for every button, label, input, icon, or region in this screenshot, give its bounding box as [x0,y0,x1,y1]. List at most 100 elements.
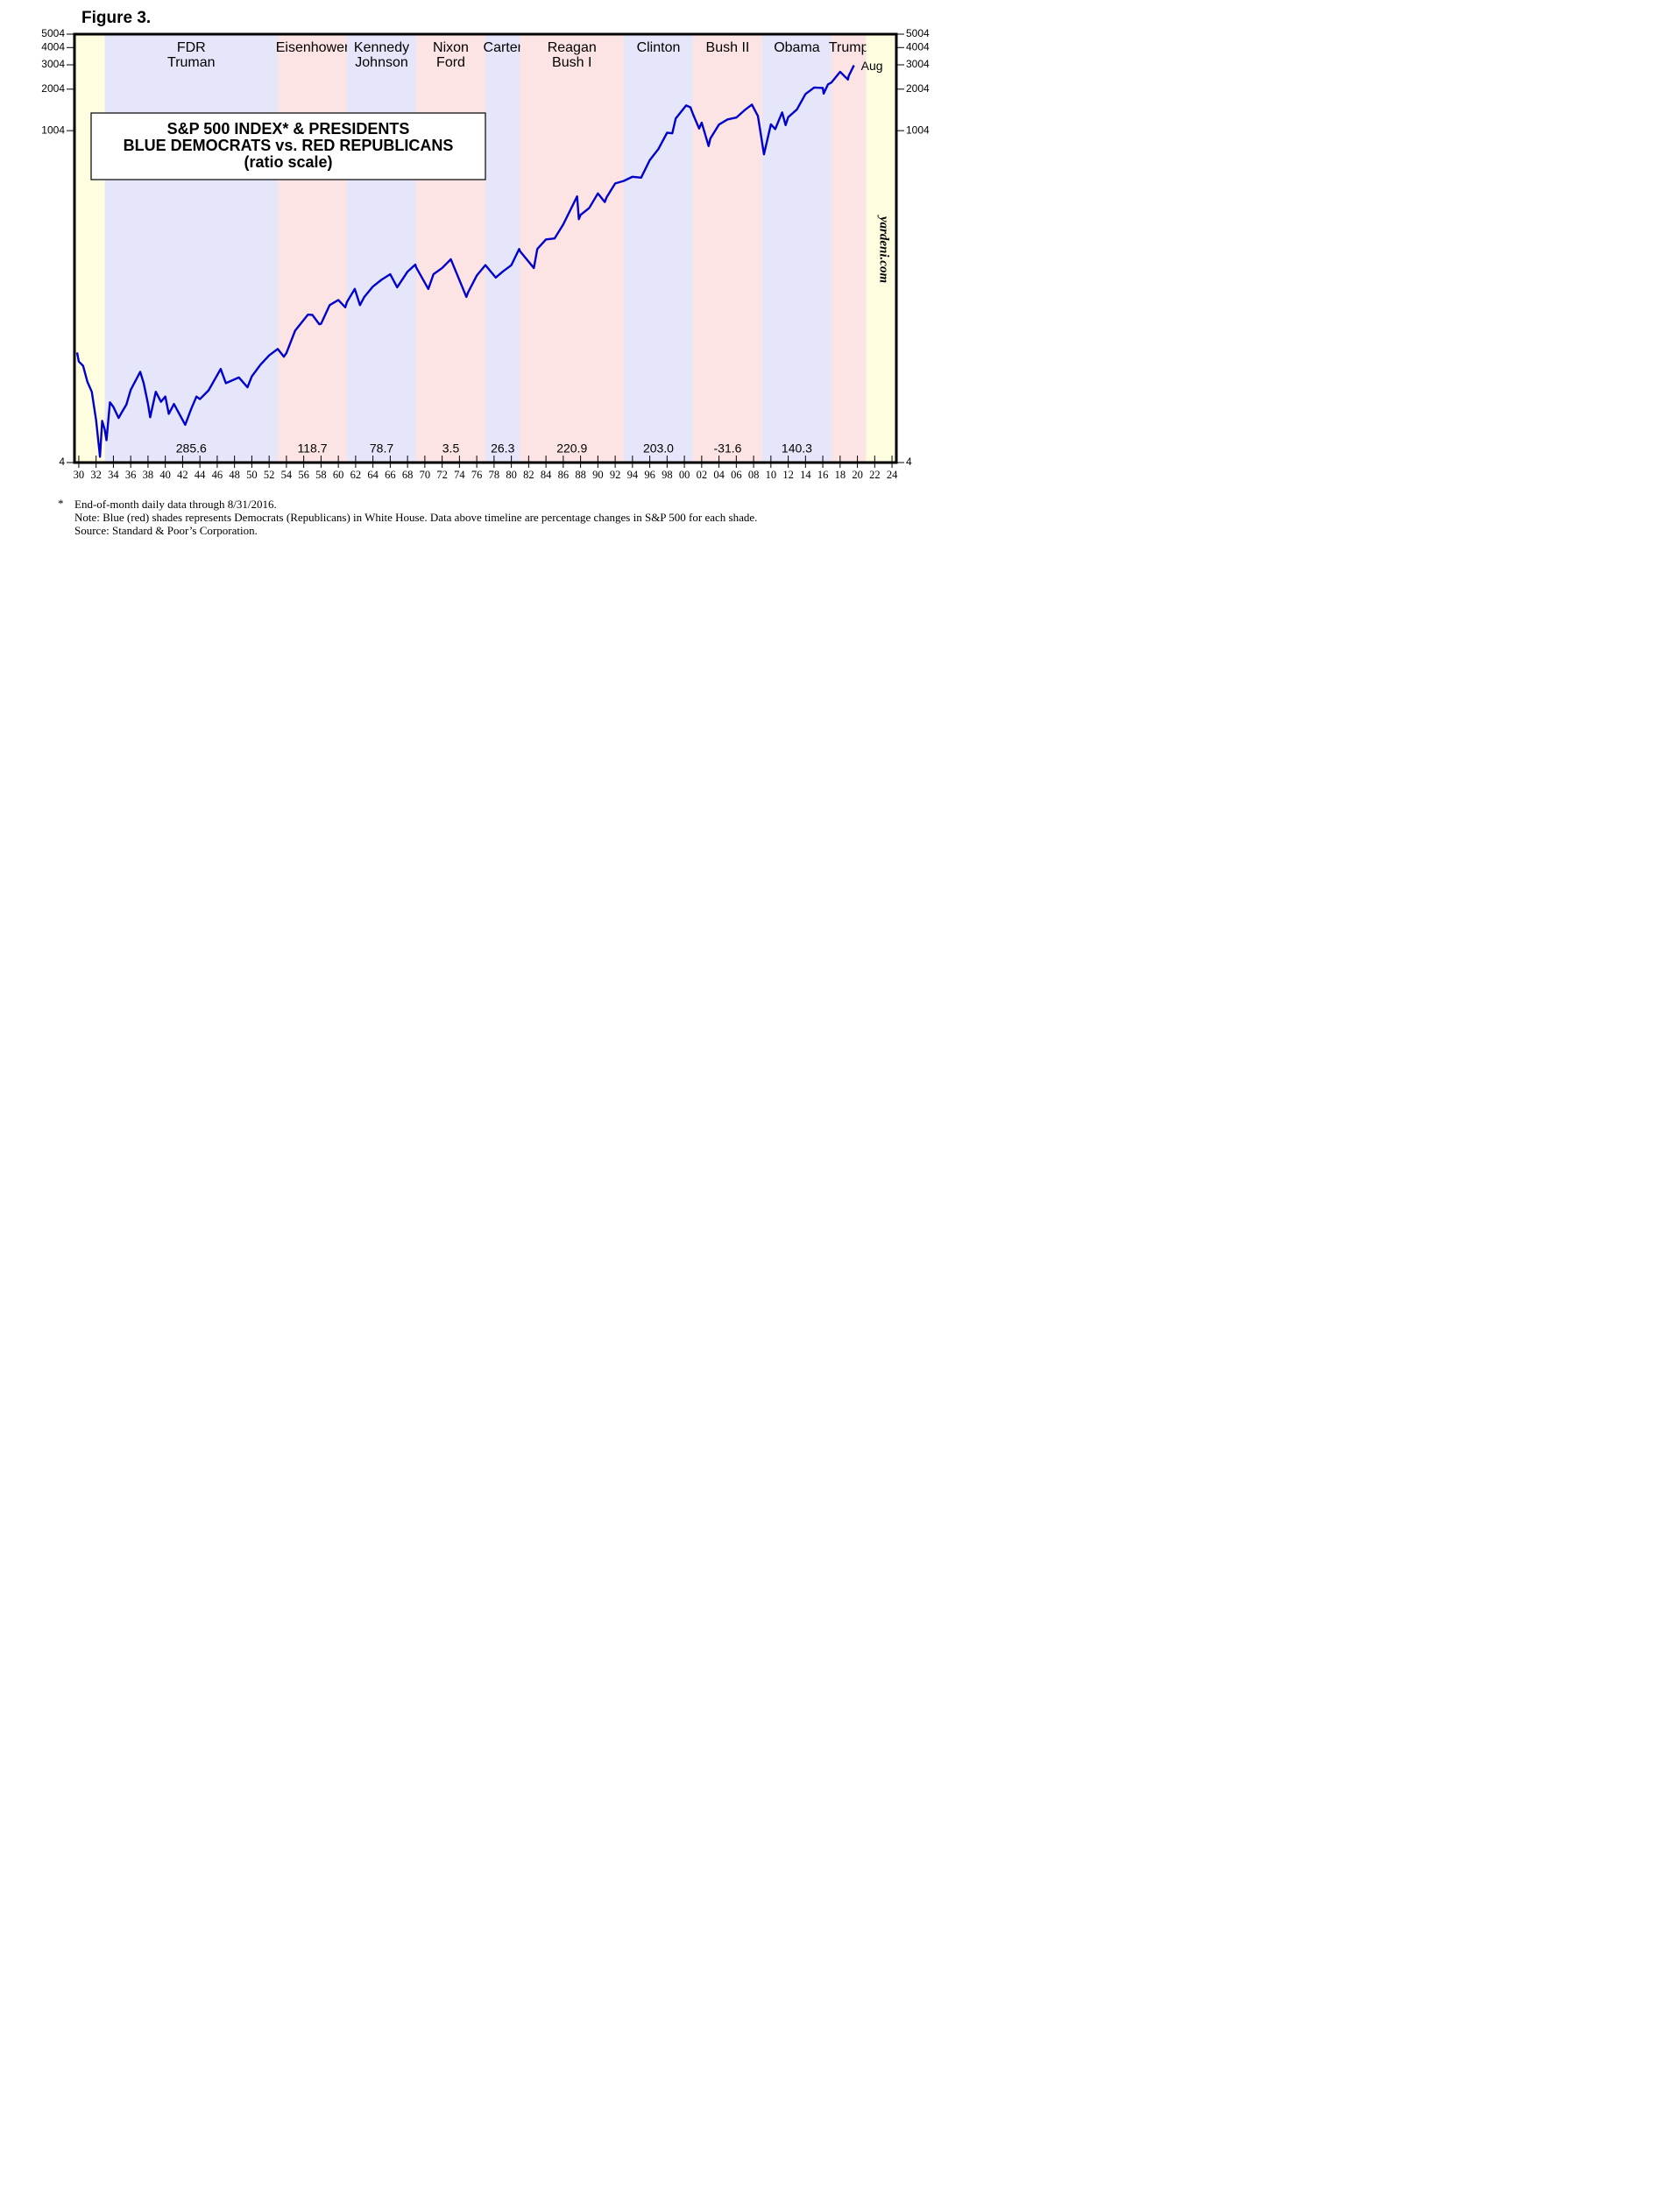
x-tick-label: 64 [367,469,379,481]
x-tick-label: 04 [713,469,725,481]
x-tick-label: 40 [159,469,171,481]
president-name: FDR [177,40,206,55]
end-label: Aug [861,59,883,73]
president-name: Clinton [637,40,681,55]
x-tick-label: 32 [90,469,102,481]
period-shade [347,34,417,463]
series: Aug [75,59,883,458]
period-shade [761,34,832,463]
x-tick-label: 82 [523,469,534,481]
x-tick-label: 54 [281,469,293,481]
period-change: 140.3 [782,442,812,456]
x-tick-label: 88 [575,469,586,481]
x-tick-label: 96 [644,469,655,481]
period-shade [520,34,624,463]
period-change: 118.7 [298,442,328,456]
period-change: 78.7 [370,442,393,456]
x-tick-label: 90 [592,469,604,481]
period-change: 285.6 [176,442,207,456]
y-tick-label: 5004 [906,27,930,39]
x-tick-label: 86 [558,469,570,481]
period-shade [831,34,867,463]
plot-frame [73,32,898,464]
period-change: 203.0 [643,442,674,456]
x-tick-label: 60 [333,469,344,481]
president-name: Carter [484,40,523,55]
y-tick-label: 3004 [41,58,65,70]
president-name: Eisenhower [276,40,350,55]
period-change: 26.3 [491,442,514,456]
period-change: -31.6 [714,442,742,456]
x-tick-label: 46 [212,469,223,481]
x-tick-label: 24 [887,469,898,481]
x-tick-label: 06 [731,469,742,481]
y-tick-label: 5004 [41,27,65,39]
x-tick-label: 12 [782,469,794,481]
y-tick-label: 2004 [906,82,930,95]
period-shade [623,34,693,463]
x-tick-label: 44 [195,469,206,481]
y-tick-label: 1004 [906,124,930,136]
x-tick-label: 72 [436,469,448,481]
president-name: Kennedy [354,40,409,55]
x-tick-label: 30 [74,469,85,481]
x-tick-label: 98 [662,469,673,481]
x-tick-label: 22 [869,469,881,481]
x-tick-label: 10 [766,469,777,481]
y-tick-label: 4004 [41,40,65,53]
period-shade [278,34,348,463]
president-name: Bush II [706,40,750,55]
x-tick-label: 34 [108,469,119,481]
president-name: Reagan [548,40,597,55]
title-box [90,112,486,180]
president-name: Trump [829,40,869,55]
x-tick-label: 00 [679,469,690,481]
president-name: Johnson [355,55,408,70]
x-tick-label: 78 [489,469,500,481]
x-tick-label: 92 [610,469,621,481]
x-tick-label: 76 [471,469,483,481]
period-change: 220.9 [556,442,587,456]
x-tick-label: 68 [402,469,414,481]
box-title: (ratio scale) [244,153,332,171]
x-tick-label: 66 [385,469,396,481]
box-title: BLUE DEMOCRATS vs. RED REPUBLICANS [124,137,454,154]
x-tick-label: 56 [298,469,309,481]
period-shade [866,34,896,463]
period-shade [485,34,520,463]
figure-label: Figure 3. [81,9,151,27]
period-shade [416,34,485,463]
x-tick-label: 80 [506,469,517,481]
x-tick-label: 38 [143,469,154,481]
x-tick-label: 36 [125,469,137,481]
x-tick-label: 50 [246,469,258,481]
x-tick-label: 14 [800,469,811,481]
note: Note: Blue (red) shades represents Democ… [74,511,757,524]
x-tick-label: 48 [229,469,240,481]
x-tick-label: 94 [627,469,639,481]
period-change: 3.5 [442,442,460,456]
period-shade [104,34,279,463]
note: End-of-month daily data through 8/31/201… [74,498,277,511]
x-tick-label: 74 [454,469,465,481]
box-title: S&P 500 INDEX* & PRESIDENTS [167,120,410,138]
x-tick-label: 18 [835,469,846,481]
y-tick-label: 3004 [906,58,930,70]
y-tick-label: 4 [59,456,65,468]
note-marker: * [58,497,64,510]
x-tick-label: 70 [420,469,431,481]
x-tick-label: 02 [697,469,708,481]
president-name: Ford [436,55,465,70]
x-tick-label: 62 [350,469,362,481]
y-tick-label: 2004 [41,82,65,95]
x-tick-label: 42 [177,469,188,481]
watermark: yardeni.com [877,215,891,283]
y-tick-label: 4 [906,456,912,468]
period-shade [74,34,105,463]
x-tick-label: 16 [817,469,829,481]
x-tick-label: 58 [315,469,327,481]
